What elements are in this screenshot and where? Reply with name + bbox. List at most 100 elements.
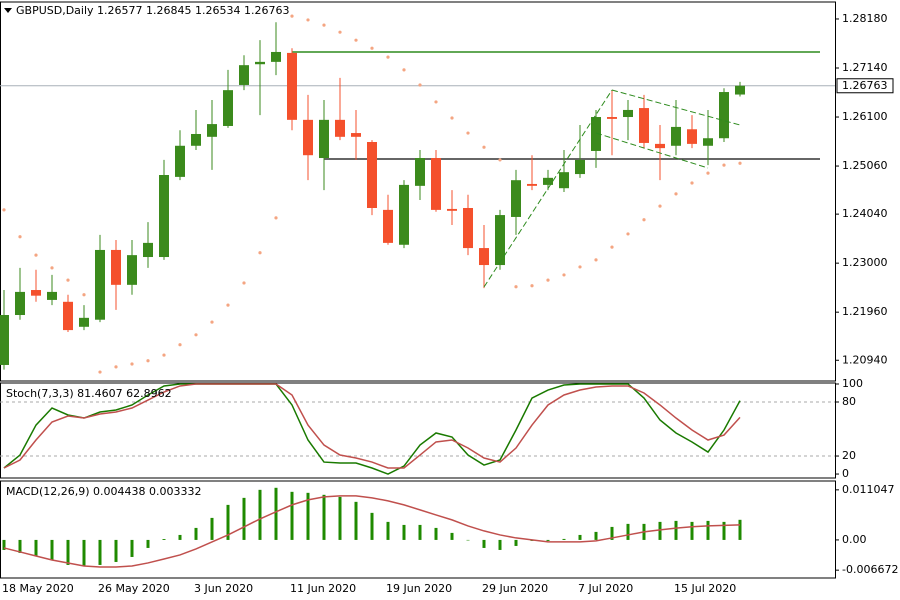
sar-dot [546,278,550,282]
candle-body [383,209,393,243]
macd-bar [466,539,470,541]
candle-body [431,158,441,210]
stoch-title: Stoch(7,3,3) 81.4607 62.8962 [6,387,172,400]
y-tick-label: 20 [842,449,856,462]
candle-body [351,133,361,137]
sar-dot [162,353,166,357]
macd-bar [242,497,246,540]
candle-body [527,183,537,186]
macd-bar [482,539,486,548]
candle-body [143,242,153,258]
x-tick-label: 7 Jul 2020 [578,582,633,595]
macd-bar [98,539,102,565]
trend-line [483,89,613,288]
sar-dot [210,320,214,324]
sar-dot [226,303,230,307]
x-tick-label: 19 Jun 2020 [386,582,452,595]
trend-line [611,89,741,126]
candle-body [319,119,329,159]
candle-body [735,85,745,95]
x-tick-label: 26 May 2020 [98,582,170,595]
macd-bar [178,534,182,540]
sar-dot [530,284,534,288]
y-tick-label: 1.28180 [842,12,888,25]
macd-bar [34,539,38,556]
sar-dot [146,359,150,363]
candle-body [543,177,553,185]
y-tick-label: -0.006672 [842,563,898,576]
macd-bar [514,539,518,546]
macd-bar [434,527,438,540]
macd-bar [658,521,662,540]
candle-body [271,51,281,62]
x-tick-label: 18 May 2020 [2,582,74,595]
macd-bar [210,517,214,540]
macd-bar [82,539,86,566]
sar-dot [242,281,246,285]
candle-body [607,117,617,119]
sar-dot [642,218,646,222]
macd-bar [130,539,134,557]
macd-bar [370,512,374,540]
y-tick-label: 1.24040 [842,207,888,220]
macd-bar [66,539,70,565]
candle-body [0,315,9,365]
sar-dot [178,343,182,347]
candle-body [623,109,633,118]
macd-bar [418,524,422,540]
stoch-line [3,383,741,475]
candle-body [687,129,697,144]
sar-dot [610,245,614,249]
candle-body [95,249,105,320]
macd-bar [690,521,694,540]
candle-body [719,92,729,139]
stoch-line [3,383,741,469]
sar-dot [194,333,198,337]
sar-dot [386,55,390,59]
sar-dot [402,68,406,72]
macd-bar [226,504,230,540]
macd-bar [738,519,742,540]
sar-dot [66,278,70,282]
macd-bar [258,489,262,540]
candle-body [239,65,249,85]
y-tick-label: 1.26100 [842,110,888,123]
sar-dot [34,253,38,257]
sar-dot [722,163,726,167]
candle-body [639,108,649,143]
macd-bar [290,491,294,540]
y-tick-label: 1.20940 [842,353,888,366]
sar-dot [50,266,54,270]
trend-line [595,132,709,169]
candle-body [671,126,681,146]
macd-bar [610,526,614,540]
trend-lines [483,89,741,288]
sar-dot [306,18,310,22]
macd-bar [578,534,582,540]
sar-dot [658,204,662,208]
sar-dot [738,161,742,165]
sar-dot [466,131,470,135]
panel-frame [0,382,836,479]
sar-dot [82,293,86,297]
macd-bar [194,527,198,540]
candle-body [223,90,233,126]
macd-title: MACD(12,26,9) 0.004438 0.003332 [6,485,202,498]
menu-triangle[interactable] [4,8,12,13]
candle-body [447,208,457,211]
macd-bar [722,521,726,540]
candle-body [463,207,473,249]
x-tick-label: 29 Jun 2020 [482,582,548,595]
candle-body [495,215,505,266]
candle-body [191,133,201,146]
candle-body [511,180,521,217]
macd-bar [594,531,598,540]
sar-dot [450,116,454,120]
candle-body [175,145,185,177]
y-tick-label: 1.25060 [842,159,888,172]
candle-body [655,143,665,149]
sar-dot [274,216,278,220]
candle-body [63,301,73,331]
sar-dot [418,83,422,87]
